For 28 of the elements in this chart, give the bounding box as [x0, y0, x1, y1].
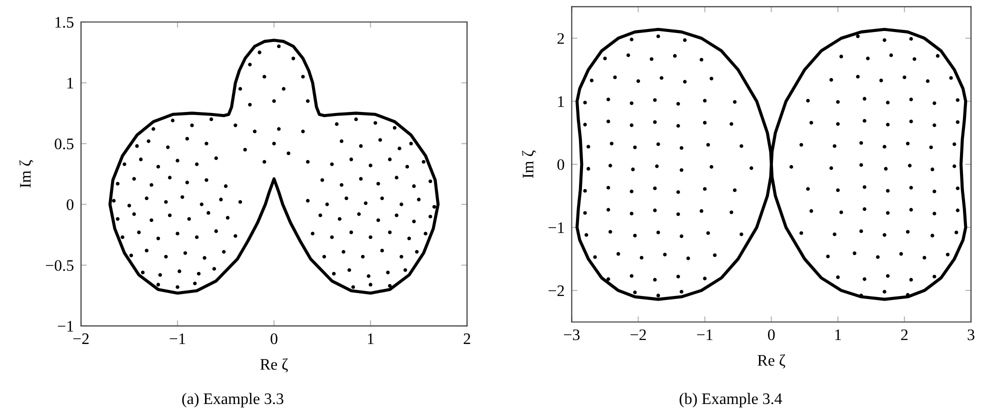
y-tick-label: 2	[557, 33, 564, 44]
y-tick-label: 1.5	[56, 16, 74, 28]
y-tick-label: −0.5	[46, 260, 74, 271]
x-tick-label: 1	[835, 329, 841, 340]
x-tick-label: −1	[170, 333, 186, 344]
y-tick-label: 0	[66, 199, 74, 210]
y-axis-title: Im ζ	[19, 160, 34, 188]
y-tick-label: 0	[557, 159, 564, 170]
x-tick-label: −3	[564, 329, 580, 340]
x-tick-label: −1	[697, 329, 712, 340]
x-tick-label: 0	[270, 333, 278, 344]
x-tick-label: 2	[901, 329, 908, 340]
x-tick-label: 0	[768, 329, 775, 340]
text: (b) Example 3.4	[680, 392, 782, 408]
x-tick-label: 1	[368, 333, 374, 344]
text: (a) Example 3.3	[182, 392, 284, 408]
y-tick-label: 1	[558, 96, 564, 107]
y-axis-title: Im ζ	[522, 150, 536, 178]
x-tick-label: 2	[464, 333, 470, 344]
y-tick-label: 1	[67, 78, 74, 88]
x-tick-label: −2	[630, 329, 646, 340]
x-axis-title: Re ζ	[758, 354, 786, 368]
y-tick-label: 0.5	[54, 138, 74, 150]
y-tick-label: −2	[548, 285, 564, 296]
x-axis-title: Re ζ	[260, 358, 288, 372]
x-tick-label: 3	[968, 329, 974, 340]
y-tick-label: −1	[548, 222, 564, 233]
y-tick-label: −1	[58, 320, 74, 332]
